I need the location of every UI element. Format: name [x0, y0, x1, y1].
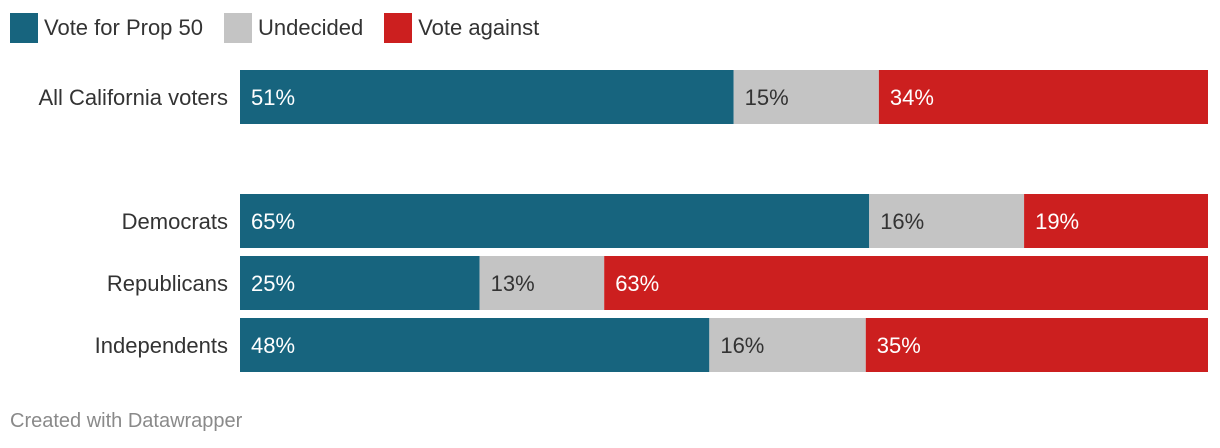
- stacked-bar-chart: All California voters 51% 15% 34% Democrats 6…: [38, 70, 1208, 372]
- data-label: 48%: [251, 333, 295, 358]
- legend-label-vote-against: Vote against: [418, 15, 540, 40]
- legend-item-undecided: Undecided: [224, 13, 363, 43]
- data-label: 16%: [880, 209, 924, 234]
- category-label: All California voters: [38, 85, 228, 110]
- legend-swatch-vote-against: [384, 13, 413, 43]
- bar-segment-vote-against: [604, 256, 1208, 310]
- data-label: 35%: [877, 333, 921, 358]
- chart-legend: Vote for Prop 50 Undecided Vote against: [10, 13, 560, 43]
- data-label: 19%: [1035, 209, 1079, 234]
- bar-row-all-california-voters: All California voters 51% 15% 34%: [38, 70, 1208, 124]
- bar-row-republicans: Republicans 25% 13% 63%: [107, 256, 1208, 310]
- data-label: 16%: [720, 333, 764, 358]
- legend-swatch-vote-for: [10, 13, 38, 43]
- legend-label-undecided: Undecided: [258, 15, 364, 40]
- bar-segment-undecided: [479, 256, 605, 310]
- data-label: 34%: [890, 85, 934, 110]
- bar-segment-vote-against: [1024, 194, 1208, 248]
- data-label: 65%: [251, 209, 295, 234]
- bar-segment-undecided: [709, 318, 866, 372]
- legend-item-vote-for: Vote for Prop 50: [10, 13, 203, 43]
- category-label: Independents: [95, 333, 228, 358]
- bar-segment-vote-against: [865, 318, 1208, 372]
- footer-credit: Created with Datawrapper: [10, 410, 243, 432]
- bar-segment-undecided: [869, 194, 1025, 248]
- category-label: Democrats: [122, 209, 228, 234]
- category-label: Republicans: [107, 271, 228, 296]
- bar-segment-vote-for-prop-50: [240, 70, 734, 124]
- data-label: 25%: [251, 271, 295, 296]
- legend-label-vote-for: Vote for Prop 50: [44, 15, 203, 40]
- data-label: 15%: [745, 85, 789, 110]
- bar-segment-vote-for-prop-50: [240, 194, 870, 248]
- legend-item-vote-against: Vote against: [384, 13, 539, 43]
- bar-row-democrats: Democrats 65% 16% 19%: [122, 194, 1208, 248]
- bar-segment-vote-for-prop-50: [240, 256, 480, 310]
- data-label: 63%: [615, 271, 659, 296]
- data-label: 13%: [491, 271, 535, 296]
- bar-segment-vote-for-prop-50: [240, 318, 710, 372]
- bar-segment-vote-against: [878, 70, 1208, 124]
- legend-swatch-undecided: [224, 13, 252, 43]
- data-label: 51%: [251, 85, 295, 110]
- bar-row-independents: Independents 48% 16% 35%: [95, 318, 1208, 372]
- bar-segment-undecided: [733, 70, 879, 124]
